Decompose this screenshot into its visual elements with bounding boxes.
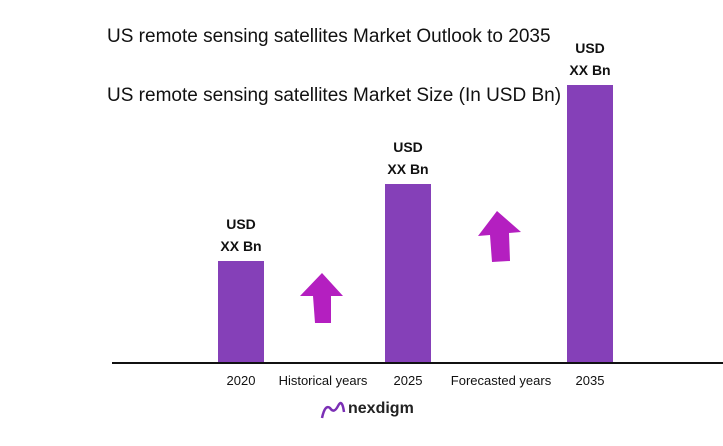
brand: nexdigm bbox=[348, 400, 414, 417]
logo-icon bbox=[320, 401, 346, 419]
arrow bbox=[300, 273, 343, 323]
annotation: Forecasted years bbox=[450, 373, 552, 388]
value-label: USD XX Bn bbox=[387, 139, 429, 177]
annotation: Historical years bbox=[278, 373, 368, 388]
value-label: USD XX Bn bbox=[569, 40, 611, 78]
bar bbox=[385, 184, 431, 362]
chart-title: US remote sensing satellites Market Outl… bbox=[107, 26, 551, 47]
baseline bbox=[112, 362, 723, 364]
chart-subtitle: US remote sensing satellites Market Size… bbox=[107, 85, 562, 106]
value-label: USD XX Bn bbox=[220, 216, 262, 254]
x-tick-label: 2020 bbox=[226, 373, 256, 388]
x-tick-label: 2025 bbox=[393, 373, 423, 388]
bar bbox=[218, 261, 264, 362]
x-tick-label: 2035 bbox=[575, 373, 605, 388]
arrow bbox=[478, 211, 521, 262]
bar bbox=[567, 85, 613, 362]
